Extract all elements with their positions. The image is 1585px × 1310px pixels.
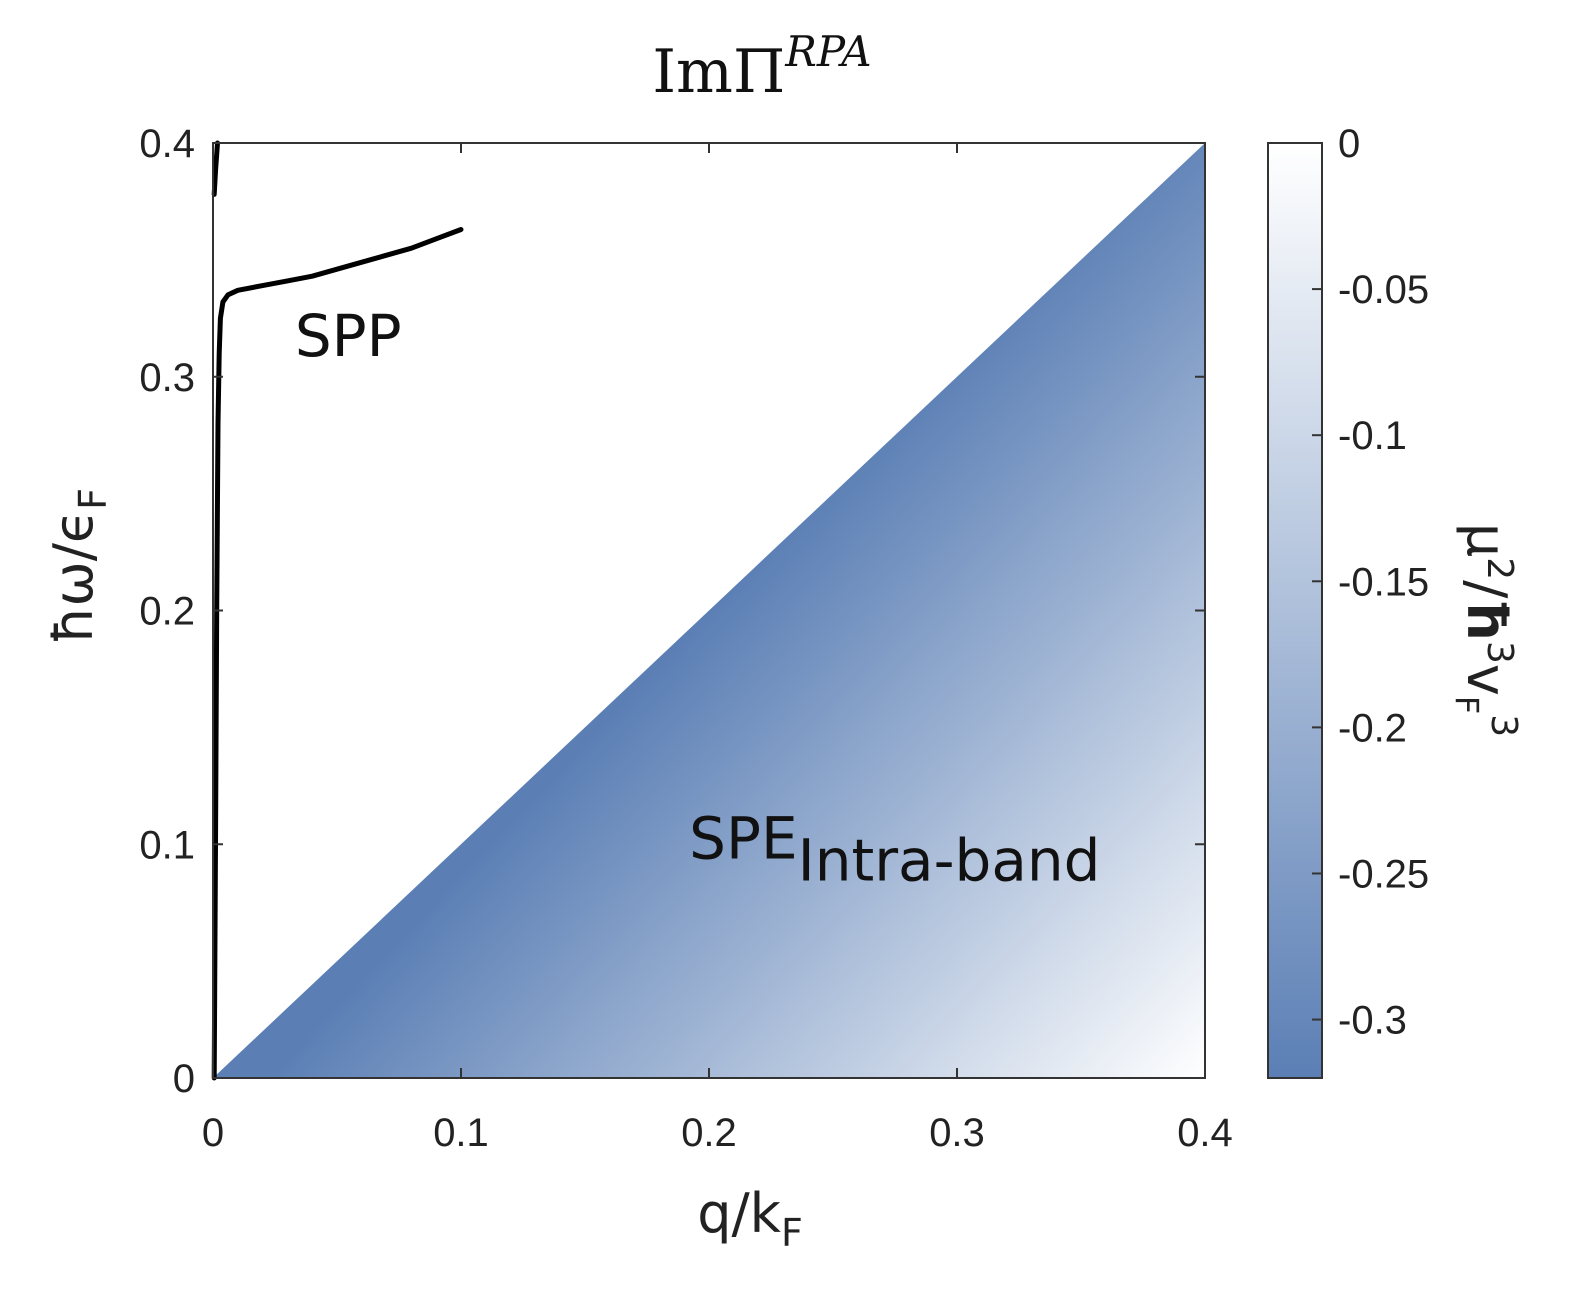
colorbar-tick-label: 0 — [1338, 122, 1360, 166]
x-axis-label: q/kF — [697, 1182, 803, 1255]
y-axis: 0 0.1 0.2 0.3 0.4 — [139, 122, 1205, 1101]
x-tick-label: 0.4 — [1177, 1111, 1233, 1155]
x-tick-label: 0.1 — [433, 1111, 489, 1155]
y-tick-label: 0.3 — [139, 356, 195, 400]
y-tick-label: 0.4 — [139, 122, 195, 166]
chart-title-main: ImΠ — [652, 37, 785, 107]
colorbar-tick-label: -0.1 — [1338, 414, 1407, 458]
spe-region — [213, 143, 1205, 1078]
colorbar-label-v-sup: 3 — [1483, 714, 1524, 737]
colorbar-label-v-sub: F — [1448, 696, 1486, 714]
y-axis-label-main: ħω/ϵ — [42, 510, 105, 644]
colorbar-tick-label: -0.2 — [1338, 706, 1407, 750]
annotation-spe: SPEIntra-band — [689, 805, 1100, 895]
y-tick-label: 0 — [173, 1057, 195, 1101]
colorbar-label-slash: / — [1455, 580, 1518, 599]
colorbar-tick-label: -0.05 — [1338, 268, 1429, 312]
colorbar-label-v: v — [1455, 664, 1518, 696]
colorbar-tick-label: -0.3 — [1338, 999, 1407, 1043]
y-axis-label-sub: F — [71, 488, 115, 510]
colorbar-tick-label: -0.25 — [1338, 852, 1429, 896]
annotation-spp: SPP — [295, 302, 402, 370]
y-axis-label: ħω/ϵF — [42, 488, 115, 644]
annotation-spe-sub: Intra-band — [798, 827, 1101, 895]
x-axis: 0 0.1 0.2 0.3 0.4 — [202, 143, 1233, 1155]
y-tick-label: 0.1 — [139, 823, 195, 867]
x-tick-label: 0.3 — [929, 1111, 985, 1155]
annotation-spe-main: SPE — [689, 805, 797, 873]
series-line-1 — [211, 140, 220, 197]
colorbar-label-mu: μ — [1455, 523, 1518, 557]
chart-title: ImΠRPA — [652, 27, 871, 107]
x-tick-label: 0 — [202, 1111, 224, 1155]
x-axis-label-main: q/k — [697, 1182, 781, 1245]
colorbar-label-hbar-sup: 3 — [1479, 641, 1520, 664]
series-layer — [211, 140, 464, 1081]
colorbar-tick-label: -0.15 — [1338, 560, 1429, 604]
colorbar-label-mu-sup: 2 — [1479, 557, 1520, 580]
colorbar-axis: 0 -0.05 -0.1 -0.15 -0.2 -0.25 -0.3 — [1312, 122, 1429, 1043]
colorbar-label-hbar: ħ — [1455, 598, 1518, 641]
series-line-0 — [211, 227, 464, 1081]
x-axis-label-sub: F — [781, 1211, 803, 1255]
y-tick-label: 0.2 — [139, 590, 195, 634]
colorbar — [1267, 142, 1323, 1079]
chart-title-sup: RPA — [784, 27, 871, 76]
x-tick-label: 0.2 — [681, 1111, 737, 1155]
colorbar-label: μ2/ħ3vF3 — [1448, 523, 1524, 737]
